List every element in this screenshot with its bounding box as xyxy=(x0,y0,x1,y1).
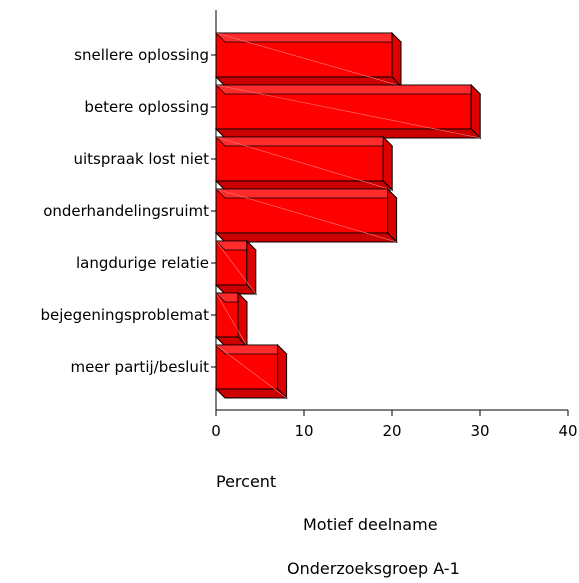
category-label: uitspraak lost niet xyxy=(74,150,210,168)
bar-highlight xyxy=(215,344,287,399)
chart-subtitle: Onderzoeksgroep A-1 xyxy=(287,559,460,578)
bar-highlight xyxy=(215,136,393,191)
x-tick-label: 10 xyxy=(294,422,313,440)
bar-bottom xyxy=(214,284,258,295)
x-tick-label: 20 xyxy=(382,422,401,440)
category-label: bejegeningsproblemat xyxy=(40,306,209,324)
category-label: meer partij/besluit xyxy=(71,358,210,376)
bar-2 xyxy=(214,83,482,140)
bar-1 xyxy=(214,31,403,88)
bar-highlight xyxy=(215,188,397,243)
bar-6 xyxy=(214,291,249,348)
x-tick-label: 0 xyxy=(211,422,221,440)
x-tick-label: 30 xyxy=(470,422,489,440)
axes-layer xyxy=(211,10,569,416)
category-label: langdurige relatie xyxy=(76,254,209,272)
bar-4 xyxy=(214,187,398,244)
labels-layer: snellere oplossing betere oplossing uitspr… xyxy=(40,46,577,440)
bar-7 xyxy=(214,343,288,400)
category-label: betere oplossing xyxy=(84,98,209,116)
chart-title: Motief deelname xyxy=(303,515,438,534)
bar-3 xyxy=(214,135,394,192)
bar-5 xyxy=(214,239,258,296)
category-label: snellere oplossing xyxy=(74,46,209,64)
bar-highlight xyxy=(215,32,402,87)
bar-highlight xyxy=(215,84,481,139)
category-label: onderhandelingsruimt xyxy=(43,202,209,220)
bar-highlight xyxy=(215,240,257,295)
bar-highlight xyxy=(215,292,248,347)
x-axis-label: Percent xyxy=(216,472,277,491)
x-tick-label: 40 xyxy=(558,422,577,440)
bars-layer xyxy=(214,31,482,400)
